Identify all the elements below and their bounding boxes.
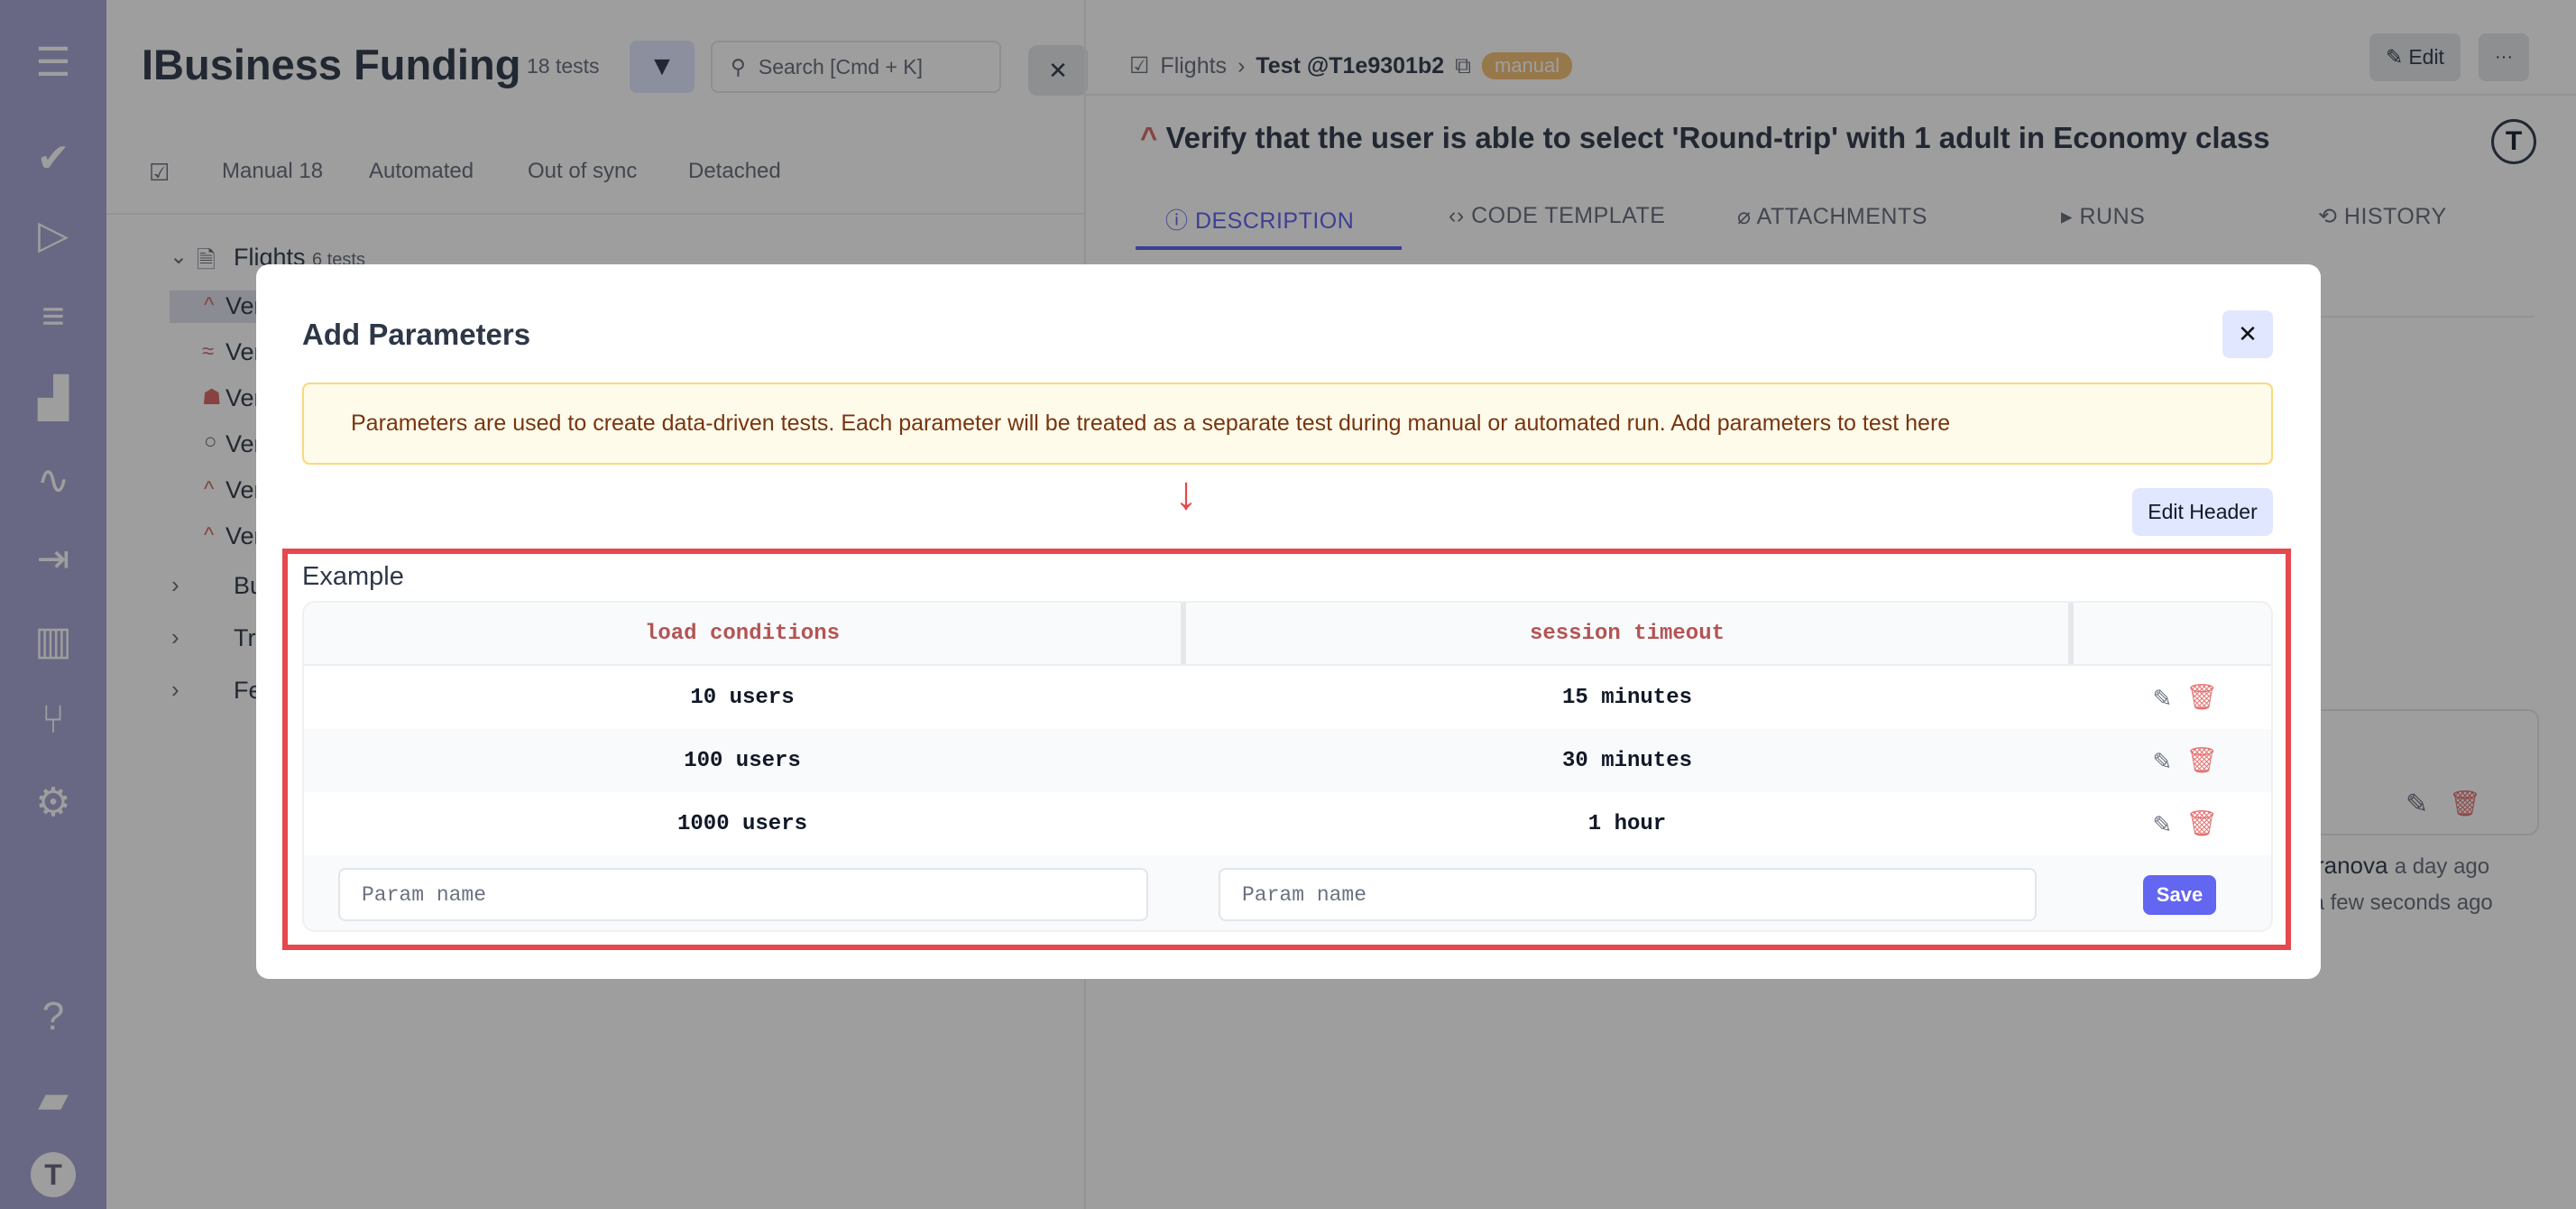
- info-banner: Parameters are used to create data-drive…: [302, 383, 2273, 465]
- tree-item[interactable]: Ver: [225, 338, 262, 365]
- edit-icon[interactable]: ✎: [2153, 745, 2171, 779]
- table-row: 10 users 15 minutes ✎ 🗑: [304, 666, 2271, 729]
- chevron-right-icon[interactable]: ›: [171, 623, 179, 651]
- add-parameters-modal: Add Parameters ✕ Parameters are used to …: [256, 264, 2321, 979]
- column-resizer[interactable]: [2068, 603, 2074, 664]
- priority-critical-icon: ☗: [202, 385, 222, 410]
- tab-detached[interactable]: Detached: [688, 159, 781, 183]
- play-icon[interactable]: ▷: [38, 212, 69, 257]
- pencil-icon: ✎: [2386, 45, 2404, 69]
- breadcrumb: ☑ Flights › Test @T1e9301b2 ⧉ manual: [1129, 52, 1573, 79]
- sidebar: ☰ ✔ ▷ ≡ ▟ ∿ ⇥ ▥ ⑂ ⚙ ? ▰ T: [0, 0, 106, 1209]
- column-header: load conditions: [644, 621, 841, 646]
- table-row: 1000 users 1 hour ✎ 🗑: [304, 792, 2271, 855]
- edit-icon[interactable]: ✎: [2153, 682, 2171, 715]
- logo-icon: T: [2491, 119, 2536, 164]
- tab-attachments[interactable]: ⌀ ATTACHMENTS: [1737, 204, 1927, 229]
- import-icon[interactable]: ⇥: [36, 536, 70, 581]
- settings-icon[interactable]: ⚙: [35, 780, 71, 825]
- tree-item[interactable]: Ver: [225, 384, 262, 411]
- edit-icon[interactable]: ✎: [2153, 808, 2171, 842]
- table-row: 100 users 30 minutes ✎ 🗑: [304, 729, 2271, 792]
- close-icon: ✕: [2238, 320, 2258, 347]
- filter-button[interactable]: ▼: [630, 41, 695, 93]
- test-title: ^ Verify that the user is able to select…: [1140, 121, 2270, 154]
- suite-icon: 🗎: [197, 246, 216, 273]
- active-tab-underline: [1136, 246, 1402, 250]
- priority-normal-icon: ^: [204, 293, 215, 318]
- search-icon: ⚲: [731, 54, 746, 78]
- param-name-input-2[interactable]: [1219, 868, 2037, 921]
- tab-out-of-sync[interactable]: Out of sync: [528, 159, 638, 183]
- steps-icon[interactable]: ▟: [38, 375, 69, 420]
- edit-icon[interactable]: ✎: [2406, 789, 2429, 819]
- close-button[interactable]: ✕: [2222, 310, 2273, 358]
- param-name-input-1[interactable]: [338, 868, 1148, 921]
- close-panel-button[interactable]: ✕: [1028, 45, 1088, 96]
- logo-icon[interactable]: T: [31, 1152, 76, 1197]
- chevron-down-icon[interactable]: ⌄: [170, 245, 189, 269]
- trash-icon[interactable]: 🗑: [2185, 811, 2218, 840]
- tab-history[interactable]: ⟲ HISTORY: [2318, 204, 2447, 229]
- help-icon[interactable]: ?: [41, 994, 65, 1038]
- test-icon: ☑: [1129, 53, 1150, 78]
- trash-icon[interactable]: 🗑: [2449, 789, 2481, 817]
- chevron-right-icon[interactable]: ›: [171, 571, 179, 598]
- divider: [1084, 94, 2576, 96]
- column-resizer[interactable]: [1181, 603, 1186, 664]
- priority-high-icon: ≈: [202, 339, 215, 364]
- edit-button[interactable]: ✎ Edit: [2369, 33, 2461, 81]
- highlight-box: [282, 549, 2291, 950]
- divider: [106, 213, 1084, 215]
- select-icon[interactable]: ☑: [149, 159, 170, 186]
- tree-item[interactable]: Ver: [225, 522, 262, 549]
- priority-normal-icon: ^: [204, 523, 215, 548]
- priority-normal-icon: ^: [204, 477, 215, 502]
- more-button[interactable]: ···: [2479, 33, 2529, 81]
- column-header: session timeout: [1529, 621, 1725, 646]
- filter-icon: ▼: [649, 51, 676, 81]
- tab-runs[interactable]: ▸ RUNS: [2061, 204, 2146, 229]
- pulse-icon[interactable]: ∿: [36, 457, 70, 503]
- save-button[interactable]: Save: [2143, 875, 2216, 915]
- tree-item[interactable]: Ver: [225, 292, 262, 319]
- trash-icon[interactable]: 🗑: [2185, 748, 2218, 777]
- arrow-down-icon: ↓: [1174, 467, 1198, 520]
- folders-icon[interactable]: ▰: [38, 1076, 69, 1121]
- menu-icon[interactable]: ☰: [35, 40, 71, 85]
- parameters-table: load conditions session timeout 10 users…: [302, 601, 2273, 932]
- tab-manual[interactable]: Manual 18: [222, 159, 324, 183]
- table-header: load conditions session timeout: [304, 603, 2271, 666]
- new-row: Save: [304, 855, 2271, 930]
- search-input[interactable]: ⚲ Search [Cmd + K]: [711, 41, 1001, 93]
- copy-icon[interactable]: ⧉: [1455, 52, 1471, 78]
- edit-header-button[interactable]: Edit Header: [2132, 488, 2273, 536]
- modal-title: Add Parameters: [302, 318, 531, 351]
- check-icon[interactable]: ✔: [36, 135, 70, 180]
- checklist-icon[interactable]: ≡: [41, 294, 65, 338]
- example-label: Example: [302, 562, 404, 591]
- tab-code-template[interactable]: ‹› CODE TEMPLATE: [1449, 203, 1666, 228]
- tab-automated[interactable]: Automated: [369, 159, 474, 183]
- trash-icon[interactable]: 🗑: [2185, 685, 2218, 714]
- test-count: 18 tests: [527, 54, 600, 78]
- folder-item[interactable]: Tr: [234, 624, 256, 651]
- tab-description[interactable]: ⓘ DESCRIPTION: [1165, 208, 1355, 234]
- branch-icon[interactable]: ⑂: [41, 697, 66, 742]
- priority-none-icon: ○: [204, 429, 217, 454]
- analytics-icon[interactable]: ▥: [34, 618, 72, 663]
- project-title: IBusiness Funding: [142, 41, 521, 88]
- chevron-right-icon[interactable]: ›: [171, 676, 179, 703]
- tree-item[interactable]: Ver: [225, 476, 262, 503]
- tree-item[interactable]: Ver: [225, 430, 262, 457]
- priority-normal-icon: ^: [1140, 121, 1166, 154]
- status-badge: manual: [1482, 52, 1573, 79]
